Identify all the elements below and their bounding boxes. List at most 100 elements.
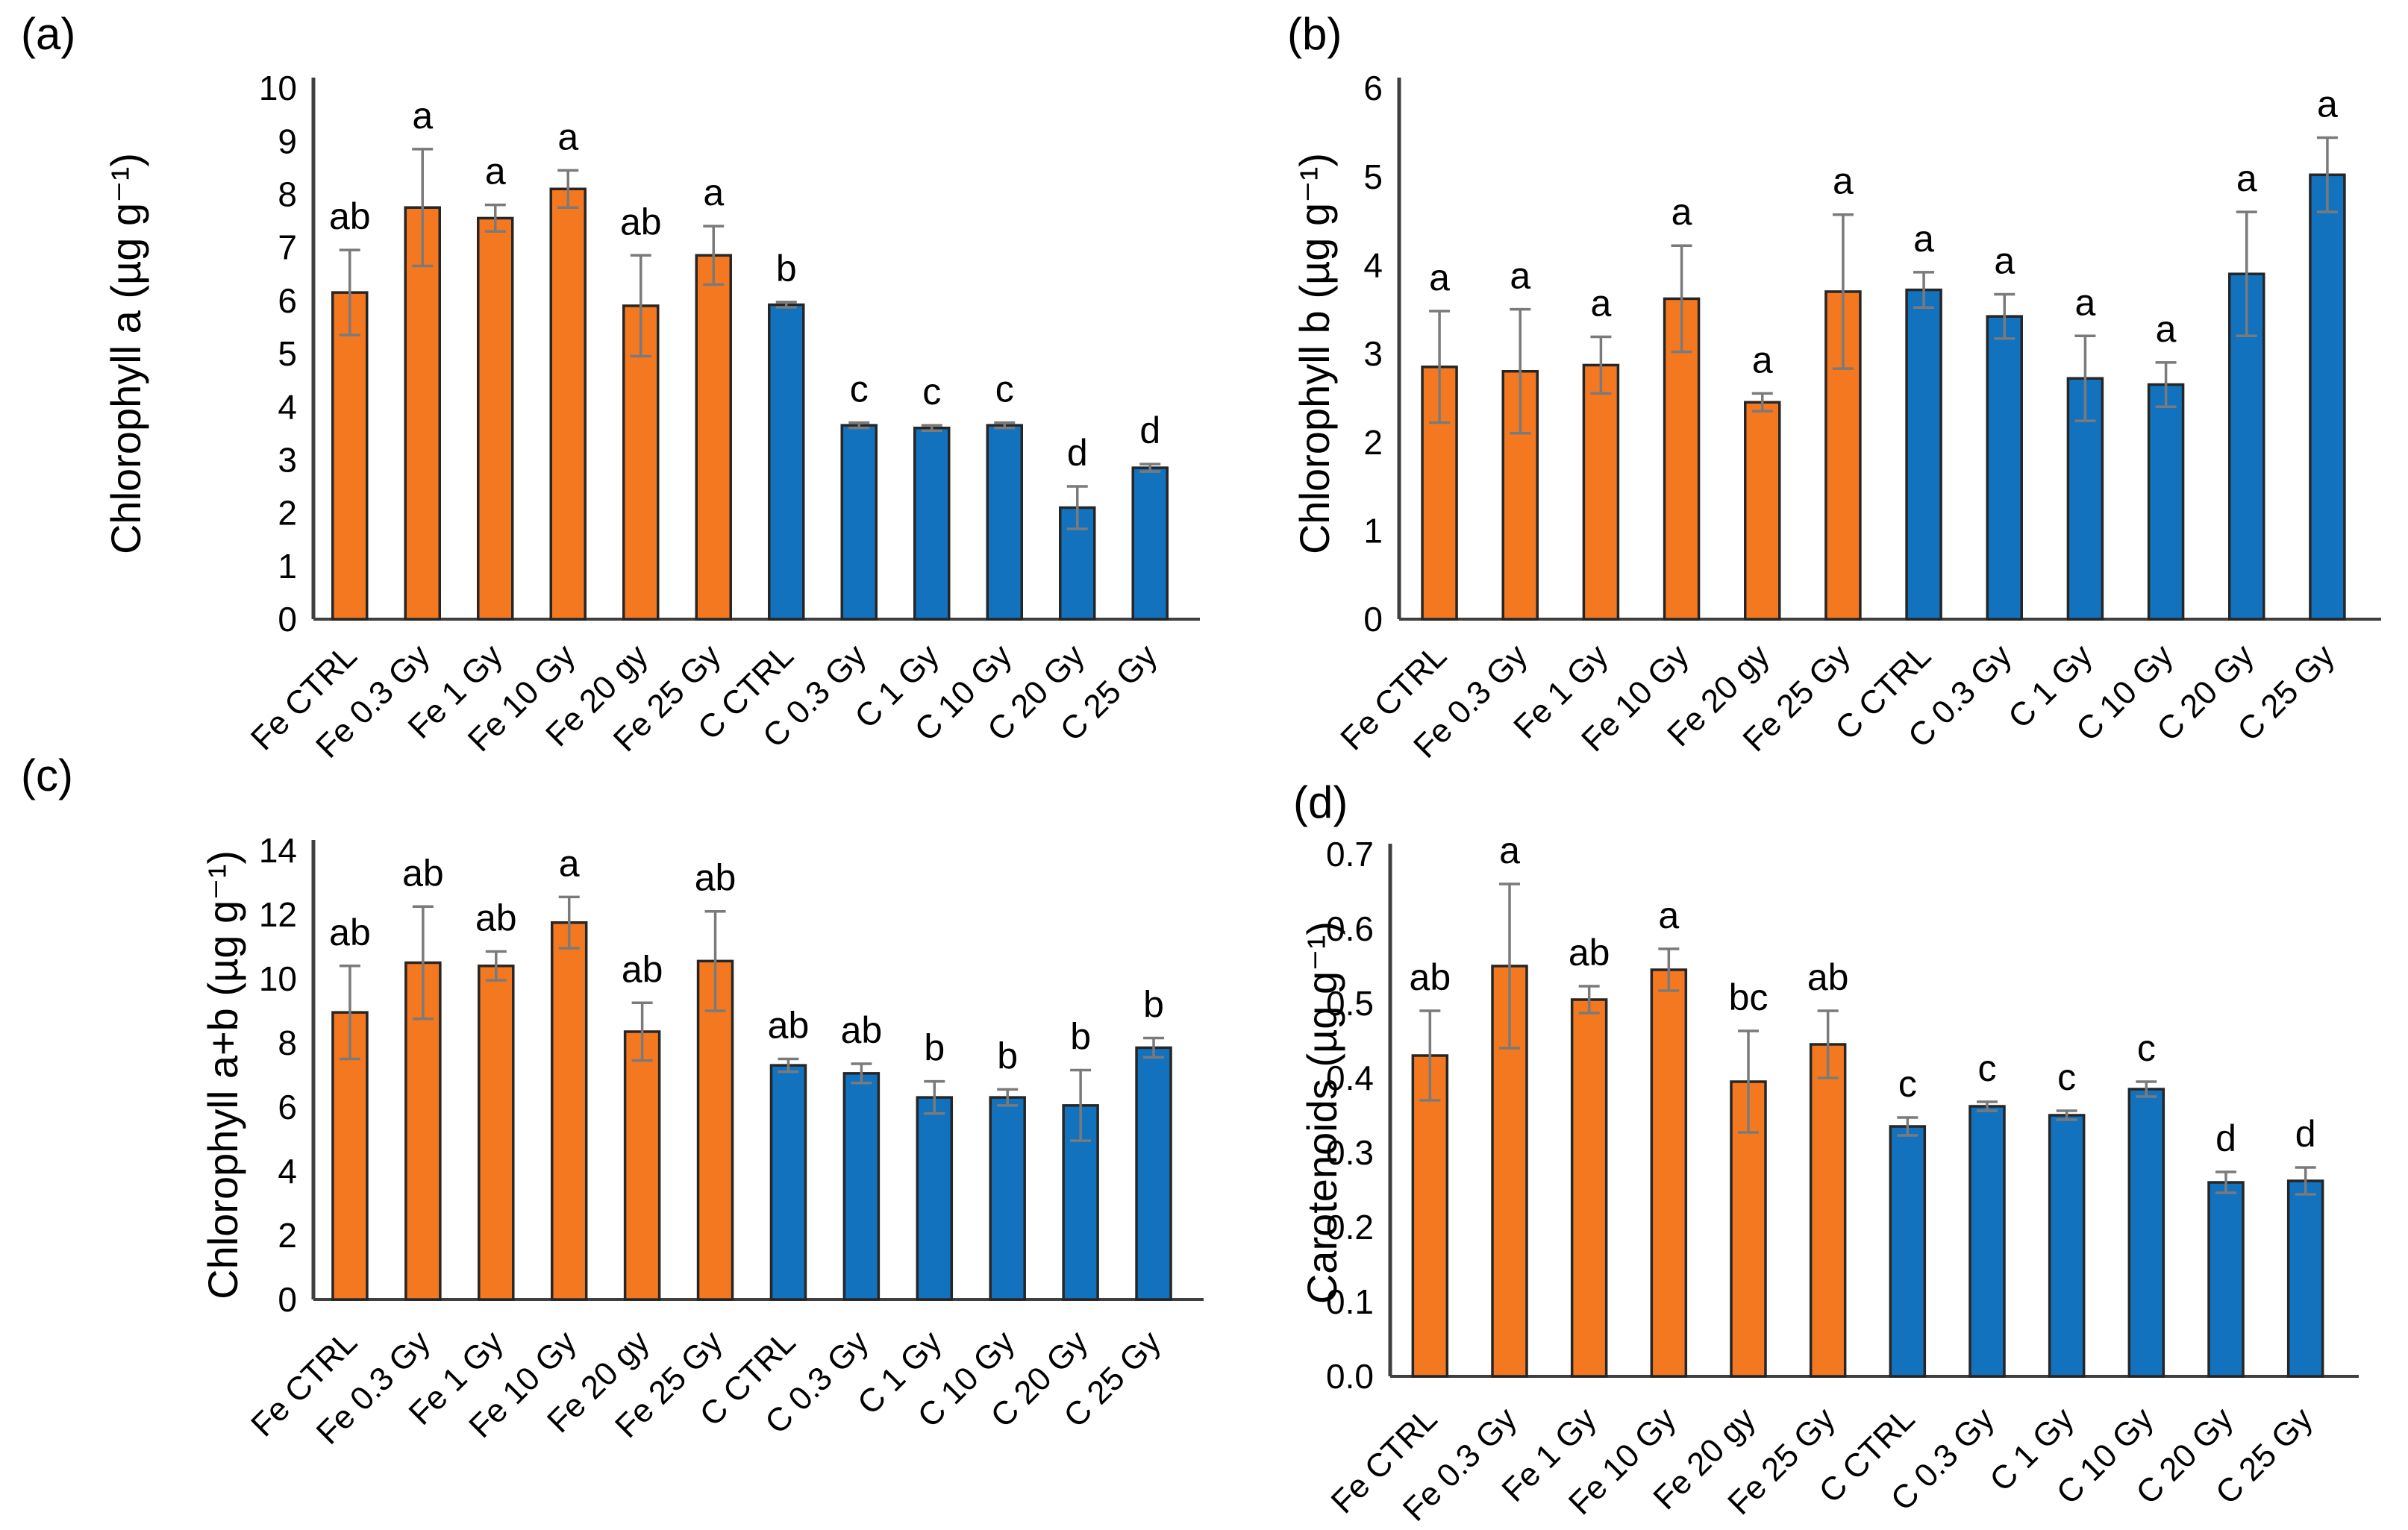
significance-letter: ab [695, 857, 737, 899]
y-tick-label: 6 [1363, 69, 1383, 107]
bar [1135, 1046, 1172, 1301]
panel-b-chlorophyll-b: (b) Chlorophyll b (µg g⁻¹) 0 1 2 3 4 5 6 a Fe CT… [1204, 0, 2408, 765]
y-tick-label: 10 [259, 959, 297, 998]
bar [695, 254, 732, 621]
y-tick-label: 1 [278, 547, 297, 586]
significance-letter: a [1499, 830, 1520, 871]
panel-a-label: (a) [21, 9, 76, 59]
significance-letter: a [412, 95, 433, 137]
significance-letter: a [1913, 218, 1934, 260]
y-tick-label: 0.2 [1326, 1208, 1374, 1247]
y-tick-label: 14 [259, 831, 297, 870]
bar [478, 965, 515, 1301]
significance-letter: ab [329, 195, 371, 237]
y-tick-label: 3 [278, 441, 297, 480]
significance-letter: c [2137, 1027, 2156, 1069]
significance-letter: a [2075, 281, 2096, 323]
bar [1131, 466, 1169, 621]
significance-letter: d [1139, 410, 1160, 451]
y-tick-label: 0.3 [1326, 1133, 1374, 1172]
bar [769, 1064, 807, 1301]
significance-letter: c [1978, 1047, 1997, 1089]
bar [2048, 1114, 2086, 1378]
y-tick-label: 0.4 [1326, 1059, 1374, 1097]
bar [1986, 315, 2023, 621]
bar [840, 424, 878, 621]
panel-d-carotenoids: (d) Carotenoids (µg g⁻¹) 0.0 0.1 0.2 0.3 0.4… [1204, 746, 2408, 1530]
y-tick-label: 0.7 [1326, 835, 1374, 874]
bar [1744, 401, 1781, 621]
significance-letter: b [924, 1027, 945, 1069]
y-tick-label: 4 [278, 387, 297, 426]
bar [986, 424, 1023, 621]
y-tick-label: 0.1 [1326, 1282, 1374, 1321]
significance-letter: d [2215, 1117, 2236, 1159]
y-tick-label: 10 [259, 69, 297, 107]
y-tick-label: 0 [278, 600, 297, 639]
significance-letter: a [559, 842, 580, 884]
significance-letter: a [1658, 894, 1679, 936]
significance-letter: c [995, 369, 1014, 410]
y-tick-label: 5 [278, 334, 297, 373]
bar [2127, 1088, 2165, 1378]
bar [623, 1030, 661, 1301]
significance-letter: a [485, 151, 506, 192]
bar [842, 1072, 881, 1301]
significance-letter: bc [1729, 976, 1769, 1018]
bar [916, 1096, 954, 1301]
significance-letter: ab [1569, 932, 1610, 974]
y-tick-label: 0 [278, 1280, 297, 1319]
significance-letter: c [2057, 1056, 2076, 1098]
significance-letter: ab [402, 852, 444, 894]
significance-letter: d [2295, 1113, 2316, 1155]
significance-letter: ab [475, 897, 517, 938]
y-tick-label: 12 [259, 895, 297, 934]
significance-letter: ab [841, 1009, 883, 1051]
y-tick-label: 2 [278, 494, 297, 533]
y-tick-label: 9 [278, 122, 297, 160]
bar [331, 291, 369, 621]
y-tick-label: 4 [278, 1152, 297, 1191]
bar [549, 187, 587, 621]
bar [696, 959, 734, 1301]
panel-a-chlorophyll-a: (a) Chlorophyll a (µg g⁻¹) 0 1 2 3 4 5 6 7 8 9 10 a… [0, 0, 1204, 765]
y-tick-label: 2 [1363, 423, 1383, 462]
bar [1905, 288, 1942, 621]
significance-letter: a [2156, 308, 2177, 350]
panel-b-label: (b) [1287, 9, 1342, 59]
bar [989, 1096, 1026, 1301]
y-tick-label: 3 [1363, 334, 1383, 373]
y-tick-label: 6 [278, 1088, 297, 1126]
significance-letter: c [1898, 1063, 1917, 1105]
bar [2207, 1181, 2245, 1378]
bar [550, 921, 588, 1301]
significance-letter: a [1752, 339, 1773, 380]
significance-letter: b [997, 1035, 1018, 1076]
y-tick-label: 8 [278, 1023, 297, 1062]
y-tick-label: 2 [278, 1216, 297, 1255]
bar [1582, 363, 1620, 621]
significance-letter: ab [622, 948, 663, 990]
significance-letter: a [1833, 160, 1854, 202]
y-tick-label: 0.6 [1326, 909, 1374, 948]
significance-letter: b [1143, 984, 1164, 1026]
significance-letter: ab [1807, 956, 1849, 998]
panel-d-label: (d) [1293, 777, 1348, 827]
significance-letter: ab [329, 912, 371, 953]
y-tick-label: 6 [278, 281, 297, 320]
significance-letter: a [1429, 257, 1450, 298]
bar [1968, 1105, 2006, 1378]
bar [2309, 173, 2346, 621]
bar [913, 426, 951, 621]
significance-letter: ab [620, 201, 662, 242]
bar [2147, 383, 2185, 621]
significance-letter: ab [1410, 956, 1451, 998]
significance-letter: d [1067, 432, 1088, 474]
significance-letter: a [2317, 83, 2338, 125]
panel-c-chlorophyll-a-plus-b: (c) Chlorophyll a+b (µg g⁻¹) 0 2 4 6 8 10 12 14… [0, 746, 1204, 1530]
significance-letter: a [1671, 191, 1692, 233]
